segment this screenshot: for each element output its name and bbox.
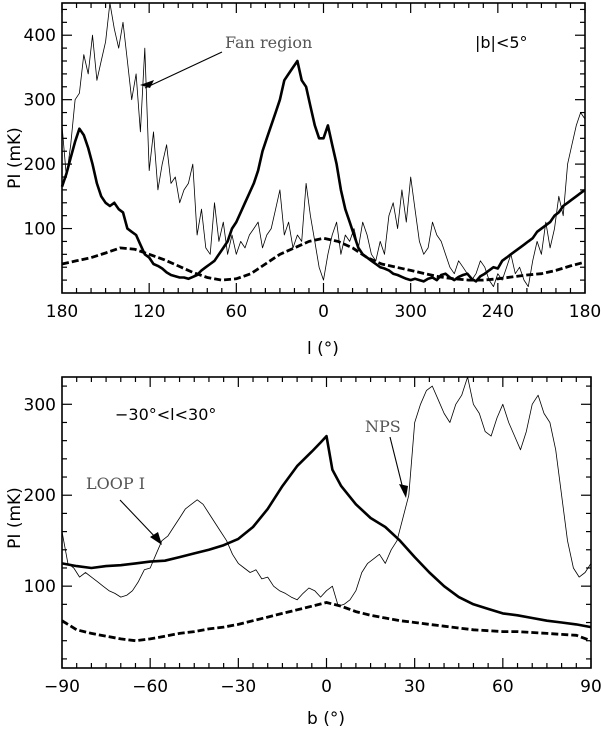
y-tick-label: 400 xyxy=(24,26,56,46)
y-tick-label: 100 xyxy=(24,577,56,597)
y-tick-label: 300 xyxy=(24,91,56,111)
top-plot-ticks: 180 120 60 0 300 240 180 100 200 300 400 xyxy=(24,3,601,322)
x-tick-label: 0 xyxy=(318,302,329,322)
x-tick-label: 240 xyxy=(482,302,514,322)
x-tick-label: 30 xyxy=(404,677,426,697)
x-tick-label: 60 xyxy=(226,302,248,322)
loop-i-annotation: LOOP I xyxy=(86,474,162,545)
fan-region-arrow xyxy=(144,51,223,89)
series-dashed-line xyxy=(61,236,586,282)
x-tick-label: −30 xyxy=(220,677,256,697)
x-tick-label: 90 xyxy=(580,677,601,697)
y-tick-label: 300 xyxy=(24,395,56,415)
top-plot-annotation: Fan region xyxy=(140,33,312,89)
y-tick-label: 200 xyxy=(24,155,56,175)
top-plot-series xyxy=(60,2,586,288)
top-x-axis-label: l (°) xyxy=(307,339,339,359)
fan-region-arrowhead xyxy=(140,80,154,88)
bottom-plot-ticks: −90 −60 −30 0 30 60 90 100 200 300 xyxy=(24,377,601,697)
x-tick-label: 180 xyxy=(46,302,78,322)
nps-label: NPS xyxy=(365,417,401,436)
bottom-plot-series xyxy=(61,376,592,643)
x-tick-label: 120 xyxy=(133,302,165,322)
top-plot: 180 120 60 0 300 240 180 100 200 300 400 Fan regio… xyxy=(5,2,601,359)
x-tick-label: 180 xyxy=(569,302,601,322)
top-y-axis-label: PI (mK) xyxy=(5,127,25,189)
x-tick-label: 0 xyxy=(321,677,332,697)
x-tick-label: −60 xyxy=(132,677,168,697)
top-region-label: |b|<5° xyxy=(475,33,528,52)
y-tick-label: 200 xyxy=(24,486,56,506)
nps-annotation: NPS xyxy=(365,417,408,498)
series-dashed-line xyxy=(61,601,592,643)
bottom-y-axis-label: PI (mK) xyxy=(5,487,25,549)
nps-arrow xyxy=(389,436,405,494)
loop-i-label: LOOP I xyxy=(86,474,145,493)
x-tick-label: 300 xyxy=(394,302,426,322)
bottom-x-axis-label: b (°) xyxy=(307,709,345,729)
series-thick-line xyxy=(60,59,586,283)
series-thick-line xyxy=(61,434,592,629)
series-thin-line xyxy=(61,2,586,288)
x-tick-label: −90 xyxy=(44,677,80,697)
bottom-plot: −90 −60 −30 0 30 60 90 100 200 300 LOOP I NPS −30… xyxy=(5,376,601,729)
loop-i-arrowhead xyxy=(150,532,162,545)
loop-i-arrow xyxy=(119,499,159,541)
x-tick-label: 60 xyxy=(492,677,514,697)
bottom-region-label: −30°<l<30° xyxy=(115,405,216,424)
series-thin-line xyxy=(61,376,592,607)
nps-arrowhead xyxy=(399,484,408,498)
y-tick-label: 100 xyxy=(24,220,56,240)
fan-region-label: Fan region xyxy=(225,33,312,52)
